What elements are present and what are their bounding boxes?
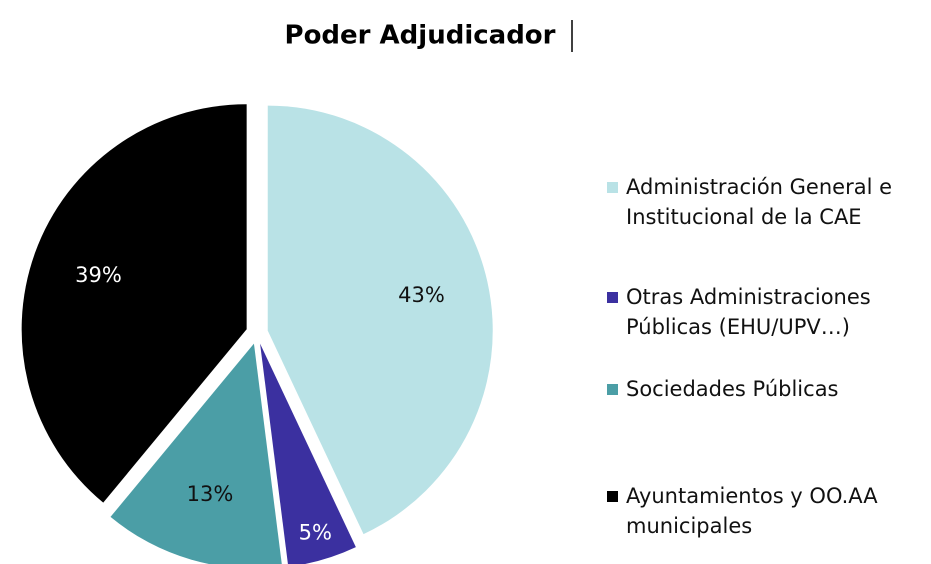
data-label: 43% xyxy=(398,283,445,307)
legend-label: Ayuntamientos y OO.AA municipales xyxy=(626,484,878,538)
legend-swatch xyxy=(607,491,618,502)
pie-slice xyxy=(267,105,493,535)
legend-swatch xyxy=(607,292,618,303)
pie-slice xyxy=(110,343,282,564)
legend-swatch xyxy=(607,182,618,193)
data-label: 5% xyxy=(299,521,332,545)
pie-slice xyxy=(260,343,356,564)
chart-title: Poder Adjudicador xyxy=(285,21,556,51)
legend-swatch xyxy=(607,384,618,395)
data-label: 39% xyxy=(75,263,122,287)
legend-label: Sociedades Públicas xyxy=(626,377,839,401)
data-label: 13% xyxy=(187,482,234,506)
legend-label: Otras Administraciones Públicas (EHU/UPV…… xyxy=(626,285,871,339)
pie-slice xyxy=(21,104,247,503)
legend-label: Administración General e Institucional de… xyxy=(626,175,892,229)
